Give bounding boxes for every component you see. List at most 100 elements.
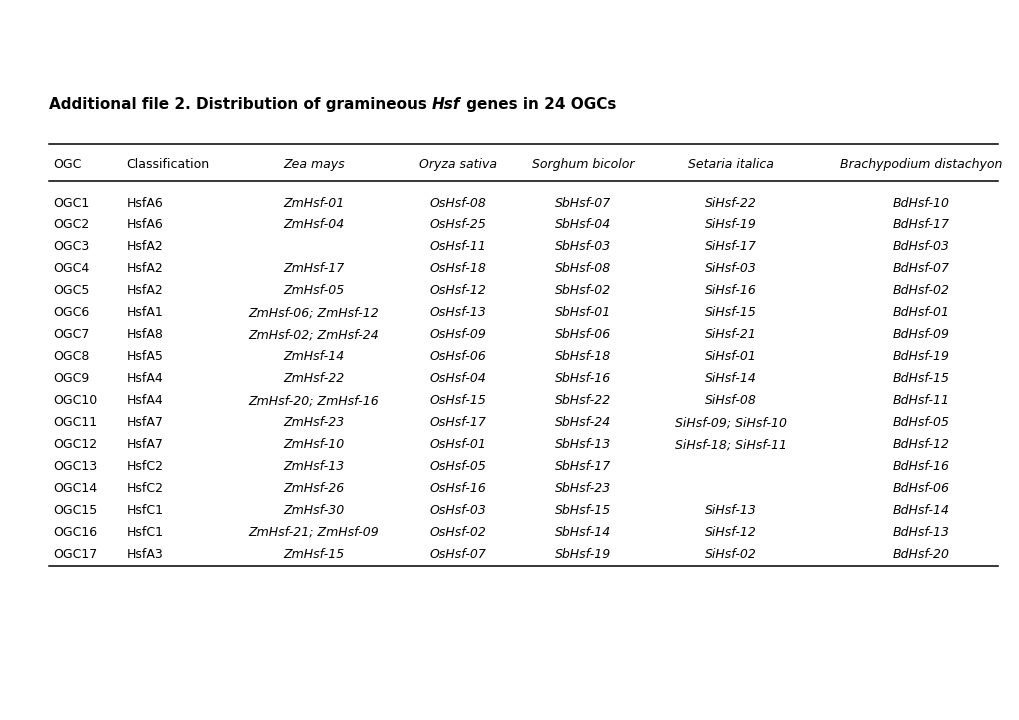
Text: OsHsf-06: OsHsf-06: [429, 350, 486, 364]
Text: OGC6: OGC6: [53, 306, 90, 320]
Text: BdHsf-12: BdHsf-12: [892, 438, 949, 451]
Text: HsfA1: HsfA1: [126, 306, 163, 320]
Text: OGC1: OGC1: [53, 197, 90, 210]
Text: ZmHsf-23: ZmHsf-23: [282, 416, 344, 429]
Text: HsfC1: HsfC1: [126, 504, 163, 517]
Text: SbHsf-15: SbHsf-15: [554, 504, 611, 517]
Text: OsHsf-01: OsHsf-01: [429, 438, 486, 451]
Text: OGC15: OGC15: [53, 504, 97, 517]
Text: BdHsf-02: BdHsf-02: [892, 284, 949, 297]
Text: HsfC2: HsfC2: [126, 482, 163, 495]
Text: OGC13: OGC13: [53, 460, 97, 473]
Text: Hsf: Hsf: [432, 96, 461, 112]
Text: ZmHsf-14: ZmHsf-14: [282, 350, 344, 364]
Text: OGC: OGC: [53, 158, 82, 171]
Text: ZmHsf-06; ZmHsf-12: ZmHsf-06; ZmHsf-12: [248, 306, 379, 320]
Text: BdHsf-09: BdHsf-09: [892, 328, 949, 341]
Text: OGC9: OGC9: [53, 372, 90, 385]
Text: SiHsf-16: SiHsf-16: [705, 284, 756, 297]
Text: SiHsf-09; SiHsf-10: SiHsf-09; SiHsf-10: [675, 416, 787, 429]
Text: ZmHsf-13: ZmHsf-13: [282, 460, 344, 473]
Text: Setaria italica: Setaria italica: [688, 158, 773, 171]
Text: OGC5: OGC5: [53, 284, 90, 297]
Text: SiHsf-13: SiHsf-13: [705, 504, 756, 517]
Text: SiHsf-01: SiHsf-01: [705, 350, 756, 364]
Text: BdHsf-10: BdHsf-10: [892, 197, 949, 210]
Text: SiHsf-22: SiHsf-22: [705, 197, 756, 210]
Text: BdHsf-07: BdHsf-07: [892, 262, 949, 276]
Text: OGC14: OGC14: [53, 482, 97, 495]
Text: ZmHsf-26: ZmHsf-26: [282, 482, 344, 495]
Text: BdHsf-14: BdHsf-14: [892, 504, 949, 517]
Text: BdHsf-15: BdHsf-15: [892, 372, 949, 385]
Text: OGC11: OGC11: [53, 416, 97, 429]
Text: BdHsf-16: BdHsf-16: [892, 460, 949, 473]
Text: HsfA8: HsfA8: [126, 328, 163, 341]
Text: BdHsf-03: BdHsf-03: [892, 240, 949, 253]
Text: ZmHsf-02; ZmHsf-24: ZmHsf-02; ZmHsf-24: [248, 328, 379, 341]
Text: SbHsf-01: SbHsf-01: [554, 306, 611, 320]
Text: SbHsf-22: SbHsf-22: [554, 394, 611, 408]
Text: OsHsf-16: OsHsf-16: [429, 482, 486, 495]
Text: SbHsf-17: SbHsf-17: [554, 460, 611, 473]
Text: Additional file 2. Distribution of gramineous: Additional file 2. Distribution of grami…: [49, 96, 432, 112]
Text: SbHsf-03: SbHsf-03: [554, 240, 611, 253]
Text: SbHsf-06: SbHsf-06: [554, 328, 611, 341]
Text: Zea mays: Zea mays: [282, 158, 344, 171]
Text: ZmHsf-22: ZmHsf-22: [282, 372, 344, 385]
Text: SbHsf-19: SbHsf-19: [554, 548, 611, 561]
Text: SbHsf-07: SbHsf-07: [554, 197, 611, 210]
Text: OsHsf-03: OsHsf-03: [429, 504, 486, 517]
Text: ZmHsf-30: ZmHsf-30: [282, 504, 344, 517]
Text: OsHsf-07: OsHsf-07: [429, 548, 486, 561]
Text: HsfA7: HsfA7: [126, 416, 163, 429]
Text: SbHsf-23: SbHsf-23: [554, 482, 611, 495]
Text: BdHsf-20: BdHsf-20: [892, 548, 949, 561]
Text: OGC16: OGC16: [53, 526, 97, 539]
Text: SiHsf-03: SiHsf-03: [705, 262, 756, 276]
Text: BdHsf-17: BdHsf-17: [892, 218, 949, 232]
Text: SbHsf-02: SbHsf-02: [554, 284, 611, 297]
Text: ZmHsf-04: ZmHsf-04: [282, 218, 344, 232]
Text: OsHsf-02: OsHsf-02: [429, 526, 486, 539]
Text: BdHsf-01: BdHsf-01: [892, 306, 949, 320]
Text: SiHsf-17: SiHsf-17: [705, 240, 756, 253]
Text: OsHsf-15: OsHsf-15: [429, 394, 486, 408]
Text: BdHsf-06: BdHsf-06: [892, 482, 949, 495]
Text: HsfA6: HsfA6: [126, 218, 163, 232]
Text: SbHsf-04: SbHsf-04: [554, 218, 611, 232]
Text: SbHsf-18: SbHsf-18: [554, 350, 611, 364]
Text: SiHsf-08: SiHsf-08: [705, 394, 756, 408]
Text: ZmHsf-20; ZmHsf-16: ZmHsf-20; ZmHsf-16: [248, 394, 379, 408]
Text: ZmHsf-01: ZmHsf-01: [282, 197, 344, 210]
Text: HsfA4: HsfA4: [126, 372, 163, 385]
Text: OsHsf-12: OsHsf-12: [429, 284, 486, 297]
Text: OsHsf-04: OsHsf-04: [429, 372, 486, 385]
Text: OGC17: OGC17: [53, 548, 97, 561]
Text: SbHsf-13: SbHsf-13: [554, 438, 611, 451]
Text: OsHsf-08: OsHsf-08: [429, 197, 486, 210]
Text: SiHsf-21: SiHsf-21: [705, 328, 756, 341]
Text: OGC12: OGC12: [53, 438, 97, 451]
Text: BdHsf-11: BdHsf-11: [892, 394, 949, 408]
Text: BdHsf-13: BdHsf-13: [892, 526, 949, 539]
Text: Classification: Classification: [126, 158, 209, 171]
Text: ZmHsf-10: ZmHsf-10: [282, 438, 344, 451]
Text: HsfA3: HsfA3: [126, 548, 163, 561]
Text: OsHsf-13: OsHsf-13: [429, 306, 486, 320]
Text: HsfA2: HsfA2: [126, 262, 163, 276]
Text: HsfC1: HsfC1: [126, 526, 163, 539]
Text: OsHsf-18: OsHsf-18: [429, 262, 486, 276]
Text: SiHsf-19: SiHsf-19: [705, 218, 756, 232]
Text: HsfA6: HsfA6: [126, 197, 163, 210]
Text: ZmHsf-05: ZmHsf-05: [282, 284, 344, 297]
Text: ZmHsf-17: ZmHsf-17: [282, 262, 344, 276]
Text: HsfC2: HsfC2: [126, 460, 163, 473]
Text: OGC10: OGC10: [53, 394, 97, 408]
Text: BdHsf-19: BdHsf-19: [892, 350, 949, 364]
Text: HsfA2: HsfA2: [126, 284, 163, 297]
Text: ZmHsf-15: ZmHsf-15: [282, 548, 344, 561]
Text: HsfA4: HsfA4: [126, 394, 163, 408]
Text: OsHsf-11: OsHsf-11: [429, 240, 486, 253]
Text: OGC7: OGC7: [53, 328, 90, 341]
